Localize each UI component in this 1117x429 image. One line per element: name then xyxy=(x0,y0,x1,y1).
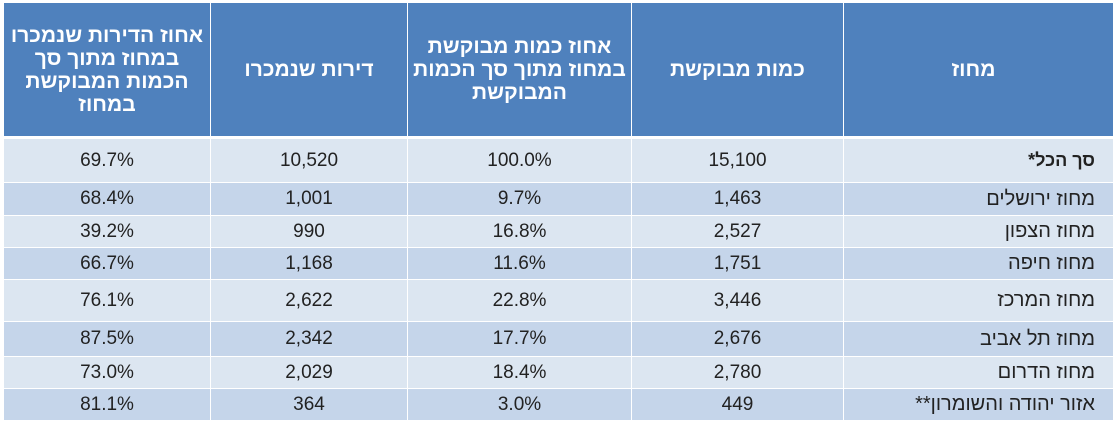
cell-requested: 449 xyxy=(631,388,844,421)
cell-pct-sold: 68.4% xyxy=(3,182,211,216)
cell-district: מחוז חיפה xyxy=(843,247,1114,280)
cell-district: מחוז הדרום xyxy=(843,356,1114,389)
cell-district: אזור יהודה והשומרון** xyxy=(843,388,1114,421)
table-row: מחוז המרכז 3,446 22.8% 2,622 76.1% xyxy=(3,279,1114,322)
table-row: מחוז הצפון 2,527 16.8% 990 39.2% xyxy=(3,215,1114,248)
cell-pct-requested: 16.8% xyxy=(407,215,632,248)
cell-pct-requested: 17.7% xyxy=(407,321,632,357)
cell-pct-sold: 87.5% xyxy=(3,321,211,357)
header-sold: דירות שנמכרו xyxy=(210,2,408,138)
cell-requested: 1,463 xyxy=(631,182,844,216)
cell-district: מחוז תל אביב xyxy=(843,321,1114,357)
cell-sold: 1,001 xyxy=(210,182,408,216)
cell-district: סך הכל* xyxy=(843,136,1114,183)
cell-pct-requested: 100.0% xyxy=(407,136,632,183)
cell-sold: 364 xyxy=(210,388,408,421)
table-row: מחוז הדרום 2,780 18.4% 2,029 73.0% xyxy=(3,356,1114,389)
cell-sold: 2,342 xyxy=(210,321,408,357)
cell-requested: 1,751 xyxy=(631,247,844,280)
cell-pct-requested: 9.7% xyxy=(407,182,632,216)
cell-pct-requested: 11.6% xyxy=(407,247,632,280)
cell-sold: 2,622 xyxy=(210,279,408,322)
district-sales-table-container: מחוז כמות מבוקשת אחוז כמות מבוקשת במחוז … xyxy=(3,2,1115,425)
cell-district: מחוז הצפון xyxy=(843,215,1114,248)
cell-pct-sold: 76.1% xyxy=(3,279,211,322)
cell-pct-requested: 3.0% xyxy=(407,388,632,421)
cell-requested: 2,780 xyxy=(631,356,844,389)
cell-district: מחוז המרכז xyxy=(843,279,1114,322)
cell-sold: 10,520 xyxy=(210,136,408,183)
cell-requested: 15,100 xyxy=(631,136,844,183)
cell-requested: 2,676 xyxy=(631,321,844,357)
table-row: מחוז ירושלים 1,463 9.7% 1,001 68.4% xyxy=(3,182,1114,216)
cell-sold: 990 xyxy=(210,215,408,248)
header-requested: כמות מבוקשת xyxy=(631,2,844,138)
cell-pct-requested: 22.8% xyxy=(407,279,632,322)
cell-requested: 3,446 xyxy=(631,279,844,322)
cell-requested: 2,527 xyxy=(631,215,844,248)
district-sales-table: מחוז כמות מבוקשת אחוז כמות מבוקשת במחוז … xyxy=(3,2,1114,421)
table-row-total: סך הכל* 15,100 100.0% 10,520 69.7% xyxy=(3,136,1114,183)
cell-pct-sold: 69.7% xyxy=(3,136,211,183)
cell-pct-sold: 66.7% xyxy=(3,247,211,280)
cell-pct-requested: 18.4% xyxy=(407,356,632,389)
table-row: מחוז חיפה 1,751 11.6% 1,168 66.7% xyxy=(3,247,1114,280)
table-row: אזור יהודה והשומרון** 449 3.0% 364 81.1% xyxy=(3,388,1114,421)
cell-district: מחוז ירושלים xyxy=(843,182,1114,216)
header-pct-requested: אחוז כמות מבוקשת במחוז מתוך סך הכמות המב… xyxy=(407,2,632,138)
header-district: מחוז xyxy=(843,2,1114,138)
cell-pct-sold: 81.1% xyxy=(3,388,211,421)
cell-sold: 1,168 xyxy=(210,247,408,280)
header-pct-sold: אחוז הדירות שנמכרו במחוז מתוך סך הכמות ה… xyxy=(3,2,211,138)
table-row: מחוז תל אביב 2,676 17.7% 2,342 87.5% xyxy=(3,321,1114,357)
cell-sold: 2,029 xyxy=(210,356,408,389)
cell-pct-sold: 73.0% xyxy=(3,356,211,389)
header-row: מחוז כמות מבוקשת אחוז כמות מבוקשת במחוז … xyxy=(3,2,1114,138)
cell-pct-sold: 39.2% xyxy=(3,215,211,248)
